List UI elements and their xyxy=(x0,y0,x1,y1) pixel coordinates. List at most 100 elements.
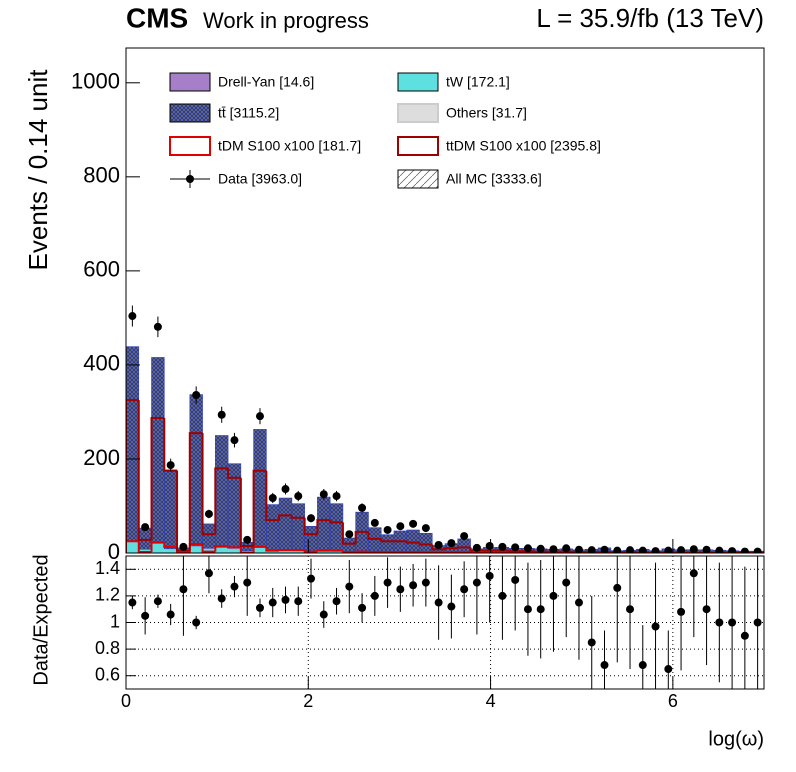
signal-step xyxy=(329,520,343,524)
ratio-point xyxy=(421,578,430,587)
y-tick-label: 800 xyxy=(83,163,120,188)
ratio-point xyxy=(192,618,201,627)
stack-bar xyxy=(126,542,139,553)
data-point xyxy=(358,503,367,512)
lumi-label: L = 35.9/fb (13 TeV) xyxy=(536,3,764,33)
stack-bar xyxy=(215,435,229,548)
data-point xyxy=(664,546,673,553)
ratio-point xyxy=(702,605,711,614)
stack-bar xyxy=(253,429,267,548)
legend-swatch xyxy=(169,72,211,92)
stack-bar xyxy=(151,543,165,553)
ratio-point xyxy=(268,598,277,607)
ratio-point xyxy=(626,605,635,614)
y-tick-label: 1000 xyxy=(71,69,120,94)
ratio-point xyxy=(294,597,303,606)
data-point xyxy=(626,546,635,553)
data-point xyxy=(511,543,520,552)
x-axis-label: log(ω) xyxy=(708,728,764,750)
data-point xyxy=(383,525,392,534)
data-point xyxy=(740,547,749,553)
signal-step xyxy=(367,531,382,540)
subtitle: Work in progress xyxy=(203,8,369,33)
ratio-point xyxy=(664,665,673,674)
ratio-point xyxy=(141,611,150,620)
legend-swatch xyxy=(397,169,439,189)
data-point xyxy=(638,546,647,553)
signal-step xyxy=(201,433,216,536)
legend-label: All MC [3333.6] xyxy=(446,171,542,187)
stack-bar xyxy=(329,503,344,551)
legend-swatch xyxy=(169,103,211,123)
signal-step xyxy=(239,477,254,547)
x-tick-label: 2 xyxy=(303,691,313,711)
legend-label: ttDM S100 x100 [2395.8] xyxy=(446,138,601,154)
ratio-point xyxy=(345,582,354,591)
signal-step xyxy=(278,514,292,521)
stack-bar xyxy=(291,550,305,553)
stack-bar xyxy=(253,547,267,553)
ratio-point xyxy=(523,605,532,614)
stack-bar xyxy=(151,357,165,544)
data-point xyxy=(715,546,724,553)
legend-swatch xyxy=(397,136,439,156)
ratio-point xyxy=(332,597,341,606)
cms-label: CMS xyxy=(126,2,188,33)
ratio-point xyxy=(396,585,405,594)
stack-bar xyxy=(202,523,216,549)
stack-bar xyxy=(189,546,203,553)
top-panel xyxy=(126,305,764,553)
ratio-y-tick-label: 1.4 xyxy=(95,558,120,578)
ratio-point xyxy=(536,605,545,614)
data-point xyxy=(600,545,609,553)
ratio-point xyxy=(307,574,316,583)
signal-step xyxy=(431,544,445,551)
signal-step xyxy=(341,550,356,553)
data-point xyxy=(345,530,354,539)
stack-bar xyxy=(406,529,420,552)
signal-step xyxy=(163,542,178,548)
stack-bar xyxy=(266,504,280,551)
data-point xyxy=(728,547,737,553)
ratio-point xyxy=(728,618,737,627)
stack-bar xyxy=(380,534,395,552)
signal-step xyxy=(137,541,152,553)
ratio-point xyxy=(217,594,226,603)
signal-step xyxy=(176,470,190,552)
data-point xyxy=(281,485,290,494)
ratio-point xyxy=(319,610,328,619)
stack-bar xyxy=(228,548,241,553)
data-point xyxy=(498,542,507,551)
stack-bar xyxy=(215,547,229,553)
ratio-point xyxy=(511,575,520,584)
y-tick-label: 600 xyxy=(83,257,120,282)
stack-bar xyxy=(457,538,471,553)
data-point xyxy=(485,541,494,550)
data-point xyxy=(370,518,379,527)
ratio-point xyxy=(204,569,213,578)
ratio-point xyxy=(638,661,647,670)
ratio-point xyxy=(128,598,137,607)
data-point xyxy=(217,410,226,419)
signal-step xyxy=(290,515,305,519)
data-point xyxy=(204,509,213,518)
ratio-point xyxy=(179,585,188,594)
data-point xyxy=(562,544,571,553)
signal-step xyxy=(341,522,356,545)
data-point xyxy=(536,544,545,553)
signal-step xyxy=(126,540,139,553)
ratio-point xyxy=(243,578,252,587)
data-point xyxy=(574,545,583,553)
data-point xyxy=(460,532,469,541)
legend-label: tDM S100 x100 [181.7] xyxy=(218,138,361,154)
data-point xyxy=(549,545,558,553)
data-point xyxy=(613,546,622,553)
legend-swatch xyxy=(169,136,211,156)
data-point xyxy=(421,524,430,533)
x-tick-label: 4 xyxy=(486,691,496,711)
ratio-point xyxy=(166,610,175,619)
stack-bar xyxy=(189,394,203,547)
ratio-point xyxy=(153,597,162,606)
data-point xyxy=(141,523,150,532)
signal-step xyxy=(188,432,203,551)
